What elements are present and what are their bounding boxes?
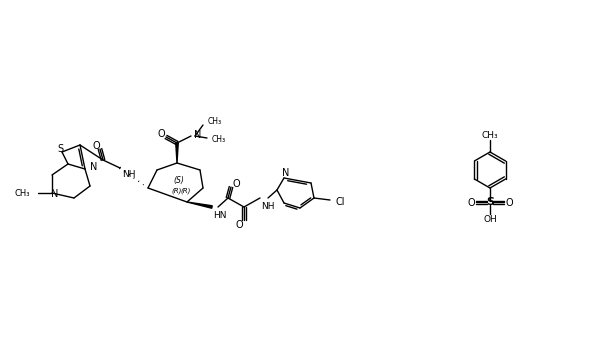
Text: S: S — [57, 144, 63, 154]
Text: N: N — [90, 162, 98, 172]
Text: O: O — [505, 198, 513, 208]
Text: CH₃: CH₃ — [208, 118, 222, 126]
Polygon shape — [176, 143, 178, 163]
Text: N: N — [194, 130, 201, 140]
Text: S: S — [486, 197, 494, 207]
Text: Cl: Cl — [336, 197, 346, 207]
Text: CH₃: CH₃ — [15, 190, 30, 199]
Text: O: O — [232, 179, 240, 189]
Text: (R): (R) — [172, 188, 182, 194]
Text: CH₃: CH₃ — [482, 131, 499, 140]
Text: N: N — [282, 168, 290, 178]
Text: (S): (S) — [174, 176, 184, 184]
Text: HN: HN — [213, 211, 227, 220]
Text: O: O — [157, 129, 165, 139]
Text: N: N — [52, 189, 59, 199]
Text: O: O — [467, 198, 475, 208]
Text: O: O — [235, 220, 243, 230]
Text: OH: OH — [483, 215, 497, 223]
Text: CH₃: CH₃ — [212, 136, 226, 144]
Text: O: O — [92, 141, 100, 151]
Text: NH: NH — [261, 202, 274, 211]
Polygon shape — [187, 202, 212, 208]
Text: (R): (R) — [181, 188, 191, 194]
Text: NH: NH — [122, 170, 136, 179]
